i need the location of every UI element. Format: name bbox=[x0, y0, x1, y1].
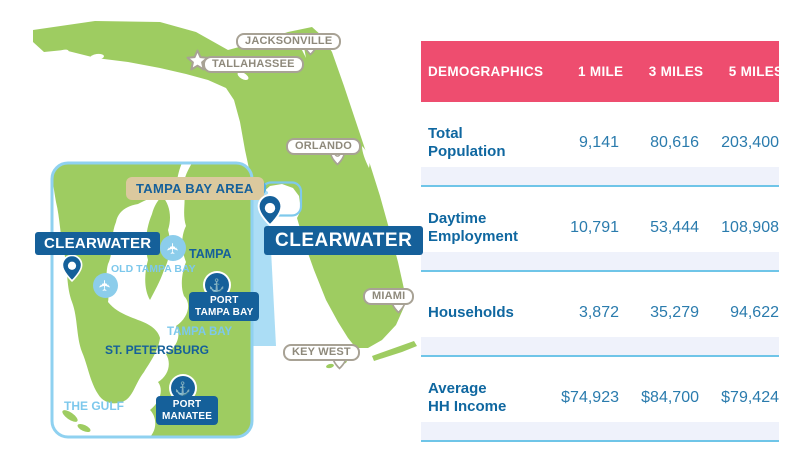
header-3-miles: 3 MILES bbox=[648, 64, 704, 79]
florida-state-shape bbox=[33, 21, 404, 348]
cell-value: 3,872 bbox=[578, 304, 619, 321]
the-gulf-label: THE GULF bbox=[64, 399, 124, 413]
cell-value: 203,400 bbox=[721, 134, 779, 151]
header-1-mile: 1 MILE bbox=[578, 64, 624, 79]
clearwater-airport: ✈ bbox=[93, 273, 118, 298]
panhandle-bay bbox=[57, 49, 69, 57]
tampa-bay-area-label: TAMPA BAY AREA bbox=[126, 177, 264, 200]
row-label-daytime-employment: Daytime Employment bbox=[428, 210, 519, 245]
cell-value: 94,622 bbox=[730, 304, 779, 321]
cell-value: $84,700 bbox=[641, 389, 699, 406]
florida-map: JACKSONVILLE TALLAHASSEE ORLANDO MIAMI K… bbox=[33, 21, 424, 439]
clearwater-pin-icon bbox=[257, 194, 283, 227]
header-5-miles: 5 MILES bbox=[728, 64, 784, 79]
clearwater-main-label: CLEARWATER bbox=[264, 226, 424, 255]
table-row: Total Population 9,141 80,616 203,400 bbox=[421, 123, 779, 187]
cell-value: $74,923 bbox=[561, 389, 619, 406]
cell-value: 53,444 bbox=[650, 219, 699, 236]
row-divider bbox=[421, 252, 779, 272]
city-label-tallahassee: TALLAHASSEE bbox=[203, 56, 304, 73]
cell-value: 9,141 bbox=[578, 134, 619, 151]
city-label-orlando: ORLANDO bbox=[286, 138, 362, 155]
tampa-label: TAMPA bbox=[189, 247, 232, 261]
table-row: Average HH Income $74,923 $84,700 $79,424 bbox=[421, 378, 779, 442]
cell-value: $79,424 bbox=[721, 389, 779, 406]
tallahassee-star-icon bbox=[186, 49, 209, 71]
port-tampa-bay-badge: PORT TAMPA BAY bbox=[189, 292, 260, 321]
panhandle-bay-2 bbox=[90, 53, 104, 61]
airplane-icon: ✈ bbox=[96, 279, 114, 292]
row-label-average-hh-income: Average HH Income bbox=[428, 380, 507, 415]
table-row: Daytime Employment 10,791 53,444 108,908 bbox=[421, 208, 779, 272]
port-manatee-badge: PORT MANATEE bbox=[156, 396, 219, 425]
clearwater-inset-label: CLEARWATER bbox=[35, 232, 161, 255]
clearwater-inset-pin-icon bbox=[61, 254, 83, 283]
row-divider bbox=[421, 337, 779, 357]
city-label-key-west: KEY WEST bbox=[283, 344, 360, 361]
table-header: DEMOGRAPHICS 1 MILE 3 MILES 5 MILES bbox=[421, 41, 783, 102]
city-label-miami: MIAMI bbox=[363, 288, 415, 305]
tampa-bay-label: TAMPA BAY bbox=[167, 326, 233, 338]
map-canvas bbox=[33, 21, 417, 439]
cell-value: 80,616 bbox=[650, 134, 699, 151]
big-bend-bay bbox=[237, 72, 249, 80]
st-petersburg-label: ST. PETERSBURG bbox=[105, 343, 210, 357]
cell-value: 35,279 bbox=[650, 304, 699, 321]
cell-value: 108,908 bbox=[721, 219, 779, 236]
anchor-icon: ⚓ bbox=[174, 380, 192, 396]
row-divider bbox=[421, 167, 779, 187]
canaveral-lagoon bbox=[362, 146, 376, 168]
header-demographics: DEMOGRAPHICS bbox=[428, 64, 544, 79]
row-divider bbox=[421, 422, 779, 442]
demographics-table: DEMOGRAPHICS 1 MILE 3 MILES 5 MILES Tota… bbox=[421, 41, 783, 442]
tampa-airport: ✈ bbox=[160, 235, 186, 261]
airplane-icon: ✈ bbox=[164, 241, 182, 255]
map-overlay: JACKSONVILLE TALLAHASSEE ORLANDO MIAMI K… bbox=[35, 33, 424, 425]
cell-value: 10,791 bbox=[570, 219, 619, 236]
anchor-icon: ⚓ bbox=[208, 277, 226, 293]
table-row: Households 3,872 35,279 94,622 bbox=[421, 293, 779, 357]
city-label-jacksonville: JACKSONVILLE bbox=[236, 33, 342, 50]
row-label-total-population: Total Population bbox=[428, 125, 506, 160]
row-label-households: Households bbox=[428, 304, 514, 321]
old-tampa-bay-label: OLD TAMPA BAY bbox=[111, 263, 196, 275]
